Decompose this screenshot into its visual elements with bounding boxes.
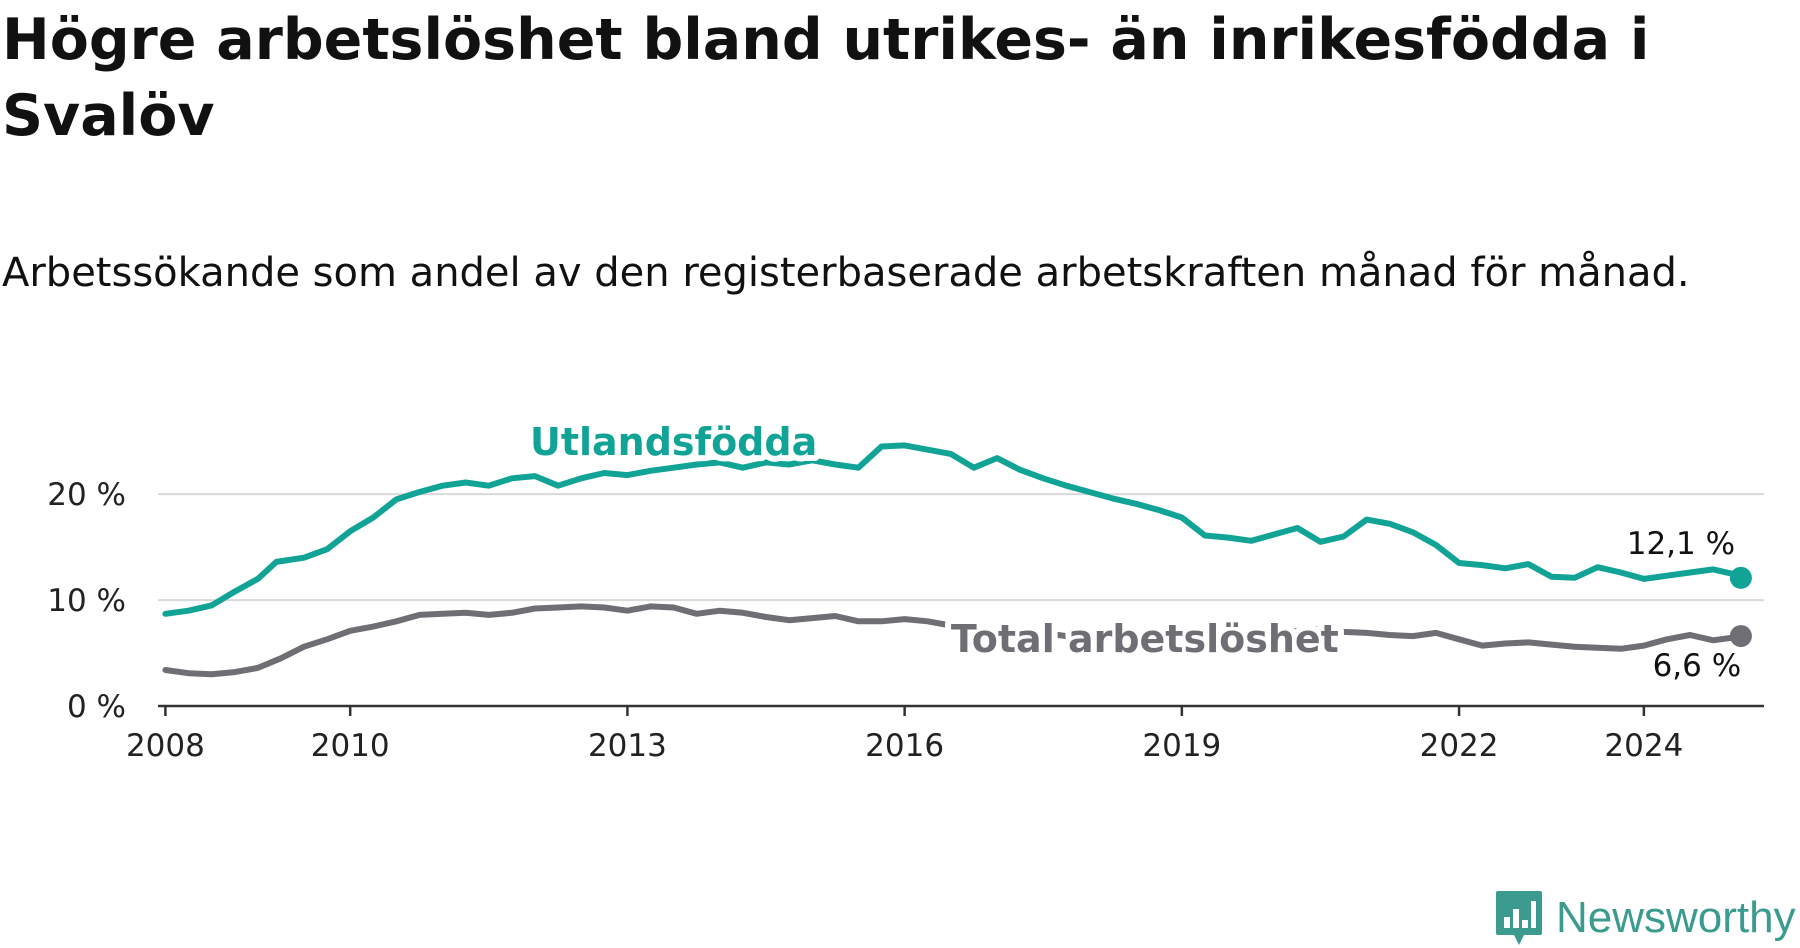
y-axis-ticks: 0 % 10 % 20 % — [47, 477, 126, 725]
x-tick-label: 2010 — [311, 728, 390, 764]
y-tick-label: 0 % — [67, 689, 126, 725]
series-name-label: Utlandsfödda — [530, 420, 817, 464]
y-tick-label: 10 % — [47, 583, 126, 619]
series-end-value-label: 12,1 % — [1627, 526, 1735, 562]
chart-title: Högre arbetslöshet bland utrikes- än inr… — [2, 7, 1650, 149]
newsworthy-logo-icon — [1496, 891, 1542, 945]
x-axis: 2008 2010 2013 2016 2019 2022 2024 — [126, 704, 1764, 764]
series-labels: Utlandsfödda 12,1 % Total arbetslöshet 6,6 … — [524, 414, 1745, 688]
series-lines — [162, 442, 1752, 678]
grid-lines — [158, 493, 1764, 602]
series-line — [162, 603, 1744, 678]
series-end-value-label: 6,6 % — [1653, 648, 1742, 684]
series-end-point — [1729, 566, 1752, 589]
newsworthy-logo: Newsworthy — [1494, 888, 1800, 948]
x-tick-label: 2024 — [1604, 728, 1683, 764]
x-tick-label: 2019 — [1142, 728, 1221, 764]
x-tick-label: 2008 — [126, 728, 205, 764]
series-line — [162, 442, 1744, 617]
x-tick-label: 2022 — [1420, 728, 1499, 764]
brand-name: Newsworthy — [1556, 893, 1796, 942]
x-tick-label: 2016 — [865, 728, 944, 764]
series-name-label: Total arbetslöshet — [951, 617, 1339, 661]
chart-subtitle: Arbetssökande som andel av den registerb… — [2, 250, 1690, 296]
line-chart: 0 % 10 % 20 % 2008 2010 2013 2016 2019 2022 2024… — [47, 414, 1764, 764]
y-tick-label: 20 % — [47, 477, 126, 513]
x-tick-label: 2013 — [588, 728, 667, 764]
series-end-point — [1729, 625, 1752, 648]
